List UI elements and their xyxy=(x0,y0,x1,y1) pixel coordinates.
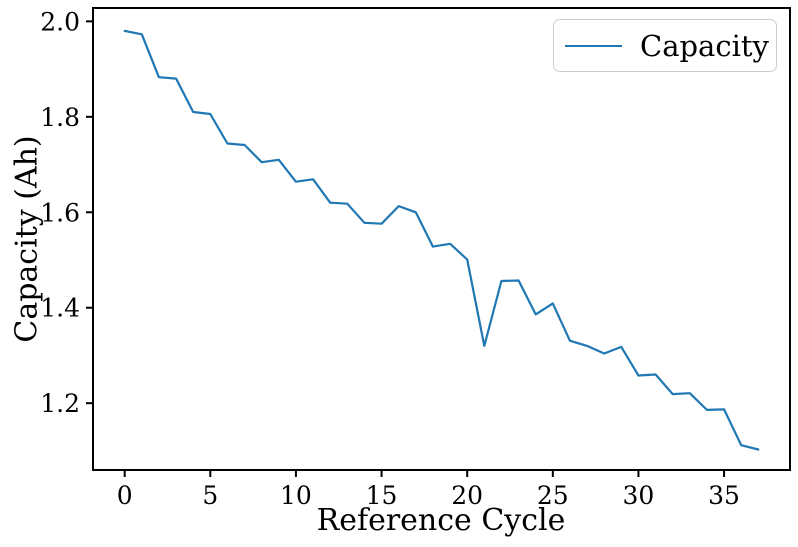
capacity-line xyxy=(123,29,760,451)
x-tick-label: 25 xyxy=(537,481,569,510)
y-tick-label: 2.0 xyxy=(40,7,80,36)
x-tick-label: 5 xyxy=(202,481,218,510)
x-tick-label: 20 xyxy=(451,481,483,510)
legend: Capacity xyxy=(553,19,777,72)
y-tick-label: 1.6 xyxy=(40,198,80,227)
legend-line-swatch xyxy=(565,44,622,47)
x-tick-label: 15 xyxy=(366,481,398,510)
legend-label: Capacity xyxy=(640,28,769,63)
plot-area-border xyxy=(92,7,791,471)
x-tick-label: 35 xyxy=(708,481,740,510)
y-tick-label: 1.8 xyxy=(40,103,80,132)
x-tick-label: 0 xyxy=(117,481,133,510)
y-tick-label: 1.4 xyxy=(40,294,80,323)
x-tick-label: 30 xyxy=(623,481,655,510)
y-tick-label: 1.2 xyxy=(40,389,80,418)
y-axis-label: Capacity (Ah) xyxy=(9,135,45,343)
x-tick-label: 10 xyxy=(280,481,312,510)
x-axis-label: Reference Cycle xyxy=(316,503,566,538)
